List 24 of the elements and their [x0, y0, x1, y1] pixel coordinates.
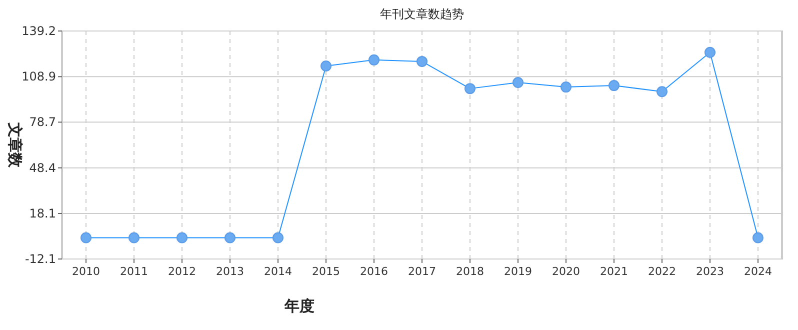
x-tick-label: 2021: [600, 265, 628, 278]
x-tick-label: 2020: [552, 265, 580, 278]
x-tick-label: 2016: [360, 265, 388, 278]
x-tick-label: 2012: [168, 265, 196, 278]
x-tick-label: 2017: [408, 265, 436, 278]
y-axis-title: 文章数: [6, 122, 24, 168]
y-tick-label: 108.9: [22, 70, 56, 84]
x-tick-label: 2018: [456, 265, 484, 278]
x-tick-label: 2013: [216, 265, 244, 278]
x-tick-label: 2024: [744, 265, 772, 278]
x-tick-label: 2015: [312, 265, 340, 278]
y-tick-label: 48.4: [29, 160, 56, 175]
x-tick-label: 2010: [72, 265, 100, 278]
x-axis-title: 年度: [284, 297, 315, 315]
y-tick-label: 18.1: [29, 206, 56, 220]
y-tick-label: 139.2: [22, 24, 56, 38]
x-tick-label: 2014: [264, 265, 292, 278]
x-tick-label: 2011: [120, 265, 148, 278]
x-tick-label: 2023: [696, 265, 724, 278]
y-tick-label: -12.1: [24, 252, 56, 266]
y-tick-label: 78.7: [29, 115, 56, 130]
chart-title: 年刊文章数趋势: [380, 7, 464, 21]
x-tick-label: 2019: [504, 265, 532, 278]
x-tick-label: 2022: [648, 265, 676, 278]
